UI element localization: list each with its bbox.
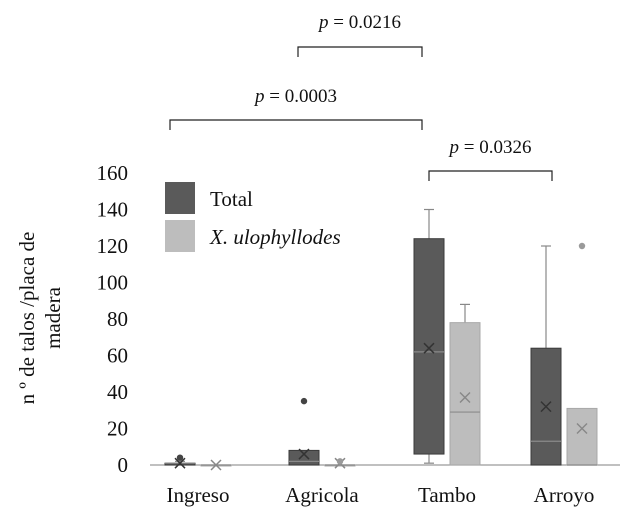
mean-marker bbox=[423, 342, 435, 354]
y-tick-label: 60 bbox=[107, 344, 128, 368]
box-tambo-total bbox=[413, 208, 445, 464]
box-rect bbox=[413, 238, 445, 455]
y-axis-title-line: n º de talos /placa de bbox=[15, 232, 39, 405]
mean-marker bbox=[576, 422, 588, 435]
box-tambo-x-ulophyllodes bbox=[449, 303, 481, 466]
y-tick-label: 140 bbox=[97, 198, 129, 222]
x-tick-label: Agricola bbox=[285, 483, 359, 507]
box-agricola-x-ulophyllodes bbox=[324, 457, 356, 469]
legend-label: Total bbox=[210, 187, 253, 211]
box-rect bbox=[566, 407, 598, 466]
boxes bbox=[164, 208, 598, 471]
outlier-point bbox=[336, 458, 344, 465]
y-tick-label: 0 bbox=[118, 453, 129, 477]
y-tick-label: 80 bbox=[107, 307, 128, 331]
legend-swatch bbox=[165, 220, 195, 252]
outlier-point bbox=[176, 454, 184, 461]
box-arroyo-x-ulophyllodes bbox=[566, 242, 598, 466]
significance-bracket: p = 0.0216 bbox=[297, 12, 423, 57]
box-agricola-total bbox=[288, 397, 320, 466]
y-tick-label: 40 bbox=[107, 380, 128, 404]
p-value-label: p = 0.0216 bbox=[317, 12, 401, 33]
mean-marker bbox=[298, 448, 310, 460]
box-ingreso-total bbox=[164, 454, 196, 469]
box-rect bbox=[449, 322, 481, 466]
x-tick-label: Tambo bbox=[418, 483, 476, 507]
x-tick-label: Arroyo bbox=[534, 483, 595, 507]
bracket-line bbox=[169, 119, 423, 130]
axes: 0 20 40 60 80 100 120 140 160 Ingreso Agricola Tamb… bbox=[97, 161, 620, 507]
outlier-point bbox=[578, 242, 586, 250]
y-axis-title-line: madera bbox=[41, 286, 65, 348]
y-tick-label: 20 bbox=[107, 417, 128, 441]
y-tick-label: 160 bbox=[97, 161, 129, 185]
p-value-label: p = 0.0003 bbox=[253, 86, 337, 107]
mean-marker bbox=[174, 457, 186, 469]
y-axis-label: n º de talos /placa de madera bbox=[15, 232, 65, 405]
x-tick-label: Ingreso bbox=[167, 483, 230, 507]
box-ingreso-x-ulophyllodes bbox=[200, 459, 232, 471]
significance-bracket: p = 0.0003 bbox=[169, 86, 423, 130]
mean-marker bbox=[540, 401, 552, 413]
bracket-line bbox=[297, 46, 423, 57]
outlier-point bbox=[300, 397, 308, 405]
box-arroyo-total bbox=[530, 245, 562, 466]
p-value-label: p = 0.0326 bbox=[448, 137, 532, 158]
legend-swatch bbox=[165, 182, 195, 214]
bracket-line bbox=[428, 170, 553, 181]
box-rect bbox=[288, 449, 320, 466]
y-tick-label: 100 bbox=[97, 271, 129, 295]
significance-brackets: p = 0.0216 p = 0.0003 p = 0.0326 bbox=[169, 12, 553, 181]
legend-label: X. ulophyllodes bbox=[209, 225, 341, 249]
mean-marker bbox=[459, 391, 471, 404]
significance-bracket: p = 0.0326 bbox=[428, 137, 553, 181]
mean-marker bbox=[210, 459, 222, 471]
y-tick-label: 120 bbox=[97, 234, 129, 258]
legend: Total X. ulophyllodes bbox=[165, 182, 341, 252]
